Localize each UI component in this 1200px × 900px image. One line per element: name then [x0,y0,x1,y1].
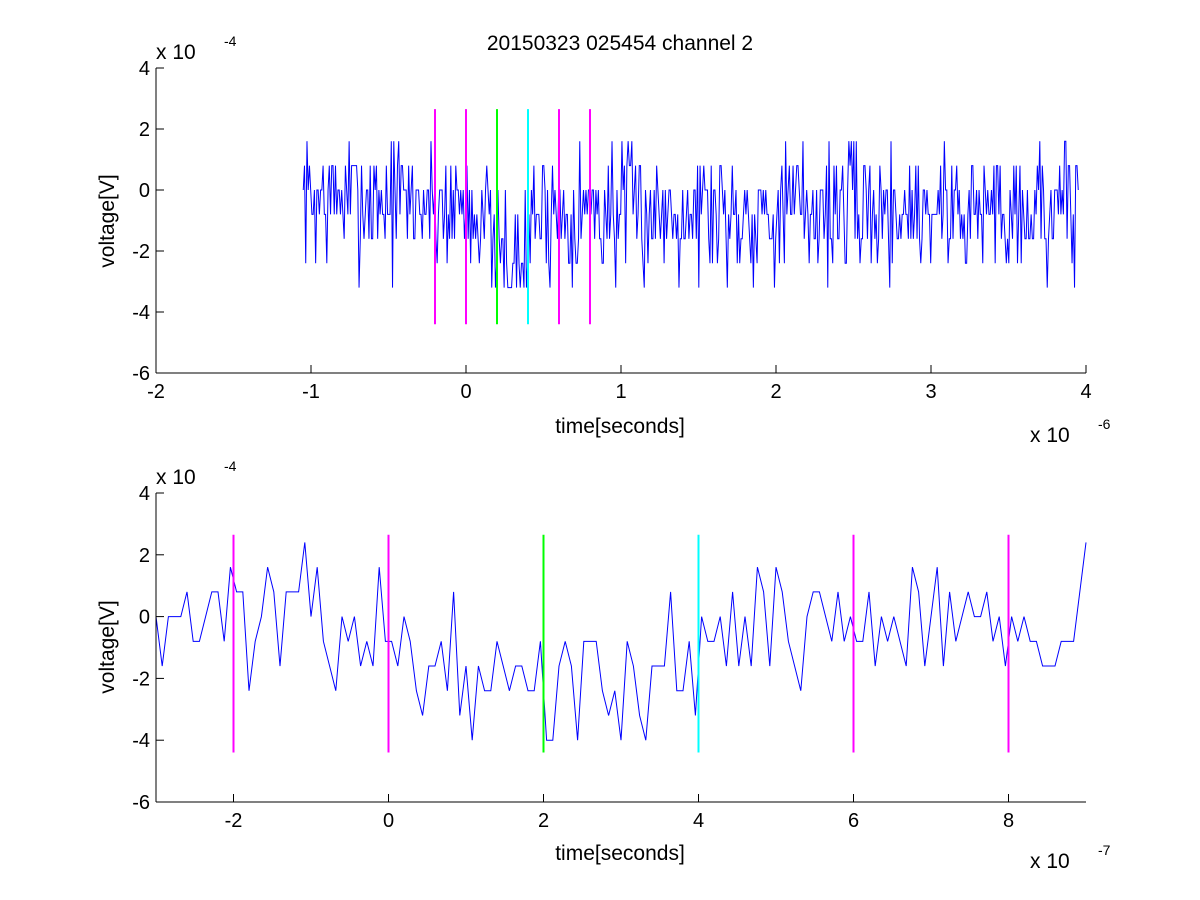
bottom-y-tick-label: 4 [139,483,150,505]
top-plot-panel: -2 -1 0 1 2 3 4 -6 -4 -2 0 2 4 time[seconds] voltag… [96,33,1111,447]
bottom-x-ticks: -2 0 2 4 6 8 [225,794,1014,832]
bottom-y-exponent-prefix: x 10 [156,466,196,489]
top-signal-trace [302,140,1079,289]
bottom-y-axis-label: voltage[V] [96,600,119,693]
top-x-exponent: -6 [1098,416,1111,432]
top-plot-area [156,68,1086,373]
top-x-tick-label: -2 [147,381,165,403]
bottom-y-tick-label: 2 [139,545,150,567]
bottom-x-tick-label: 4 [693,810,704,832]
top-y-tick-label: 2 [139,119,150,141]
bottom-x-exponent: -7 [1098,842,1111,858]
top-y-tick-label: -4 [132,302,150,324]
bottom-y-tick-label: 0 [139,607,150,629]
top-y-tick-label: 0 [139,180,150,202]
bottom-y-ticks: -6 -4 -2 0 2 4 [132,483,164,814]
top-x-exponent-prefix: x 10 [1030,424,1070,447]
top-y-axis-label: voltage[V] [96,174,119,267]
top-x-tick-label: 4 [1080,381,1091,403]
top-x-tick-label: 3 [925,381,936,403]
top-x-axis-label: time[seconds] [555,415,685,438]
bottom-y-tick-label: -6 [132,792,150,814]
figure-title: 20150323 025454 channel 2 [487,32,753,55]
top-y-ticks: -6 -4 -2 0 2 4 [132,58,164,385]
top-y-tick-label: -6 [132,363,150,385]
bottom-x-tick-label: 2 [538,810,549,832]
bottom-axes [155,493,1086,803]
bottom-y-tick-label: -4 [132,730,150,752]
bottom-x-axis-label: time[seconds] [555,842,685,865]
bottom-plot-panel: -2 0 2 4 6 8 -6 -4 -2 0 2 4 time[seconds] voltage[… [96,458,1111,873]
top-x-tick-label: 2 [770,381,781,403]
top-y-tick-label: 4 [139,58,150,80]
top-x-ticks: -2 -1 0 1 2 3 4 [147,365,1092,403]
top-x-tick-label: -1 [302,381,320,403]
bottom-y-exponent: -4 [224,458,237,474]
bottom-plot-content [155,534,1087,753]
top-x-tick-label: 0 [460,381,471,403]
top-y-exponent-prefix: x 10 [156,41,196,64]
bottom-x-tick-label: 0 [383,810,394,832]
bottom-x-tick-label: -2 [225,810,243,832]
bottom-signal-trace [155,542,1087,741]
bottom-x-tick-label: 6 [848,810,859,832]
top-x-tick-label: 1 [615,381,626,403]
top-y-exponent: -4 [224,33,237,49]
top-y-tick-label: -2 [132,241,150,263]
bottom-y-tick-label: -2 [132,668,150,690]
top-plot-content [302,109,1079,325]
bottom-plot-area [156,493,1086,802]
bottom-x-exponent-prefix: x 10 [1030,850,1070,873]
bottom-x-tick-label: 8 [1003,810,1014,832]
